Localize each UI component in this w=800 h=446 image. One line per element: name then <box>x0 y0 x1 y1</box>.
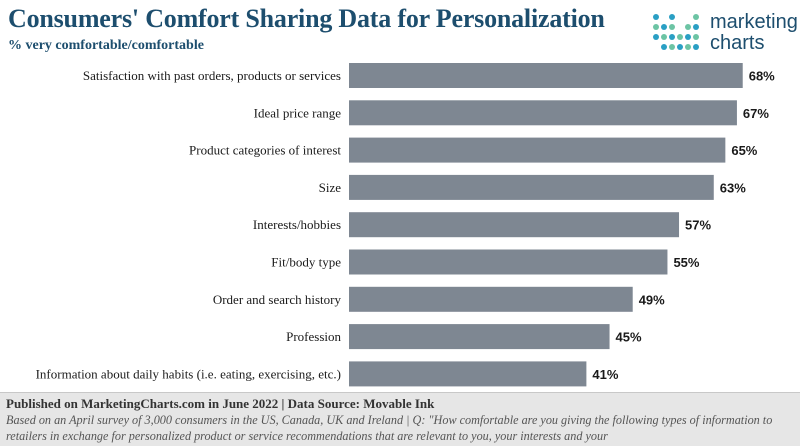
value-label: 55% <box>673 255 699 270</box>
value-label: 68% <box>749 69 775 84</box>
category-label: Interests/hobbies <box>253 217 341 232</box>
chart-subtitle: % very comfortable/comfortable <box>8 38 204 53</box>
logo-dot <box>693 14 699 20</box>
value-label: 45% <box>616 330 642 345</box>
logo-dot <box>693 34 699 40</box>
bar <box>349 100 737 126</box>
logo-dot <box>653 34 659 40</box>
logo-dot <box>685 34 691 40</box>
category-label: Product categories of interest <box>189 143 341 158</box>
bar <box>349 324 610 350</box>
logo-dot <box>677 44 683 50</box>
value-label: 41% <box>592 367 618 382</box>
logo-dot <box>653 24 659 30</box>
category-label: Profession <box>286 329 341 344</box>
page-title: Consumers' Comfort Sharing Data for Pers… <box>8 4 605 33</box>
marketingcharts-logo: marketing charts <box>652 12 798 56</box>
value-label: 57% <box>685 218 711 233</box>
value-label: 67% <box>743 106 769 121</box>
bar-chart: Satisfaction with past orders, products … <box>36 63 775 387</box>
logo-dot <box>669 44 675 50</box>
category-label: Ideal price range <box>254 105 342 120</box>
logo-text-line1: marketing <box>710 11 798 33</box>
bar <box>349 174 714 200</box>
logo-dot <box>661 44 667 50</box>
bar <box>349 361 587 387</box>
category-label: Fit/body type <box>271 255 341 270</box>
logo-dot <box>677 34 683 40</box>
logo-text-line2: charts <box>710 32 765 54</box>
logo-dot <box>685 44 691 50</box>
published-source: Published on MarketingCharts.com in June… <box>6 396 435 411</box>
survey-note: Based on an April survey of 3,000 consum… <box>6 413 773 443</box>
bar <box>349 286 633 312</box>
category-label: Size <box>319 180 342 195</box>
logo-dot <box>661 24 667 30</box>
logo-dot <box>661 34 667 40</box>
value-label: 63% <box>720 180 746 195</box>
footer: Published on MarketingCharts.com in June… <box>0 392 800 446</box>
bar <box>349 63 743 88</box>
logo-dot <box>653 14 659 20</box>
logo-dot <box>685 24 691 30</box>
value-label: 49% <box>639 292 665 307</box>
logo-dots-icon <box>653 14 699 50</box>
bar <box>349 212 680 238</box>
bar <box>349 249 668 275</box>
logo-dot <box>669 24 675 30</box>
logo-dot <box>693 44 699 50</box>
logo-dot <box>669 14 675 20</box>
value-label: 65% <box>731 143 757 158</box>
bar <box>349 137 726 163</box>
logo-dot <box>669 34 675 40</box>
logo-text: marketing charts <box>710 12 798 54</box>
category-label: Order and search history <box>213 292 342 307</box>
category-label: Satisfaction with past orders, products … <box>83 68 341 83</box>
category-label: Information about daily habits (i.e. eat… <box>36 366 341 381</box>
logo-dot <box>693 24 699 30</box>
